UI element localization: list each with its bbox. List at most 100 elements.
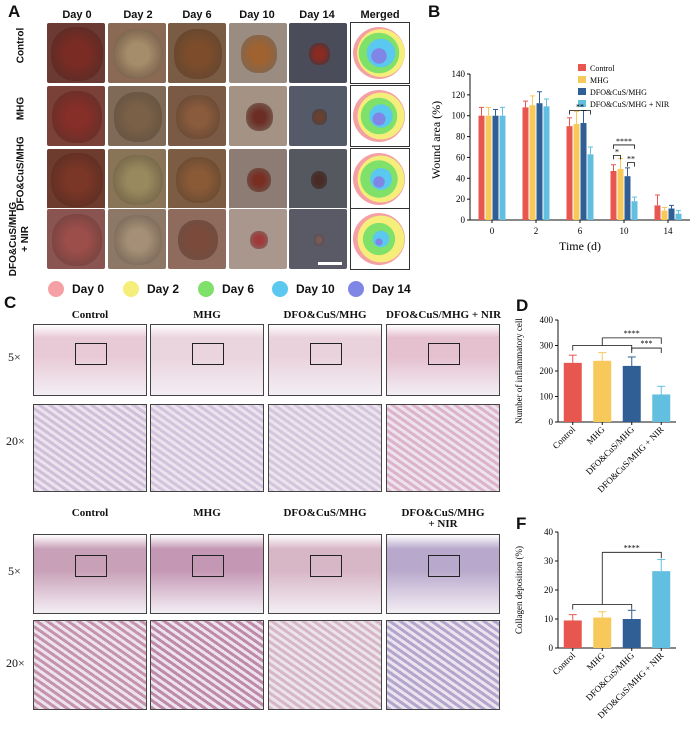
legend-label: Day 10 [296,282,335,296]
bar [617,168,624,220]
y-tick-label: 100 [452,111,466,121]
bar [624,176,631,220]
bar [485,115,492,220]
x-tick-label: 10 [620,226,630,236]
legend-label: Day 0 [72,282,105,296]
bar [492,115,499,220]
wound-photo [107,85,167,147]
zoom-region-box [75,343,107,365]
col-header-day10: Day 10 [239,9,275,21]
histology-column-title: DFO&CuS/MHG + NIR [386,309,502,321]
wound-bed [114,92,162,142]
wound-bed [175,156,221,204]
legend-swatch [578,64,586,71]
y-tick-label: 40 [544,527,554,537]
significance-label: **** [624,329,640,338]
zoom-region-box [428,555,460,577]
chart-inflammatory-cells: 0 100 200 300 400 Number of inflammatory cell… [514,315,676,494]
y-tick-label: 60 [456,152,466,162]
legend-dot [272,281,288,297]
significance-label: *** [641,339,653,348]
y-tick-label: 120 [452,90,466,100]
bar [622,619,641,648]
significance-bracket [613,144,635,149]
histology-column-title: Control [71,309,109,321]
x-tick-label: MHG [585,650,607,672]
x-tick-label: MHG [585,424,607,446]
bar [622,365,641,422]
histology-high-mag [150,404,264,492]
merged-outline-box [350,148,410,210]
legend-label: DFO&CuS/MHG + NIR [590,100,670,109]
chart-collagen: 0 10 20 30 40 Collagen deposition (%) Control M… [514,527,676,720]
bar [573,124,580,220]
significance-bracket [613,154,621,160]
wound-bed [311,109,327,125]
bar [478,115,485,220]
merged-outline-box [350,85,410,147]
wound-bed [51,213,103,267]
magnification-label-high: 20× [6,656,25,670]
histology-low-mag [386,534,500,614]
merged-outline-svg [353,213,405,265]
row-label-control: Control [15,27,27,64]
histology-high-mag [150,620,264,710]
significance-bracket [627,162,635,167]
merged-outline-svg [353,27,405,79]
x-tick-label: Control [551,424,578,451]
wound-photo [288,85,348,147]
legend-label: Control [590,64,615,73]
zoom-region-box [428,343,460,365]
merged-outline-svg [353,153,405,205]
col-header-merged: Merged [360,9,400,21]
zoom-region-box [75,555,107,577]
wound-bed [114,215,162,265]
histology-high-mag [268,620,382,710]
col-header-day14: Day 14 [299,9,335,21]
bar [536,103,543,220]
histology-low-mag [150,324,264,396]
bar [631,201,638,220]
histology-high-mag [268,404,382,492]
y-axis-label: Wound area (%) [429,101,443,179]
panel-letter-d: D [516,296,529,315]
bar [522,107,529,220]
zoom-region-box [310,555,342,577]
legend-label: DFO&CuS/MHG [590,88,647,97]
wound-photo [46,22,106,84]
histology-low-mag [386,324,500,396]
wound-bed [51,90,103,144]
y-tick-label: 0 [461,215,466,225]
histology-column-title: Control [71,507,109,519]
wound-bed [310,171,328,189]
legend-item: Day 10 [272,281,335,297]
wound-photo [288,148,348,210]
wound-bed [241,35,277,73]
panel-letter-b: B [428,2,441,21]
x-tick-label: 14 [664,226,674,236]
wound-bed [174,29,222,79]
bar [652,571,671,648]
legend-dot [123,281,139,297]
merged-outline-box [350,22,410,84]
wound-photo [228,85,288,147]
legend-label: Day 14 [372,282,411,296]
legend-swatch [578,76,586,83]
significance-label: ** [627,155,635,164]
y-tick-label: 20 [544,585,554,595]
significance-bracket [569,110,591,115]
y-tick-label: 300 [540,341,554,351]
y-tick-label: 0 [549,643,554,653]
bar [563,620,582,648]
x-tick-label: 6 [578,226,583,236]
significance-bracket [602,551,662,559]
wound-bed [178,219,218,261]
y-tick-label: 10 [544,614,554,624]
bar [593,360,612,422]
y-tick-label: 100 [540,392,554,402]
legend-dot [198,281,214,297]
col-header-day0: Day 0 [62,9,92,21]
significance-label: ** [576,103,584,112]
merged-outline-day [372,112,386,126]
legend-label: Day 6 [222,282,255,296]
